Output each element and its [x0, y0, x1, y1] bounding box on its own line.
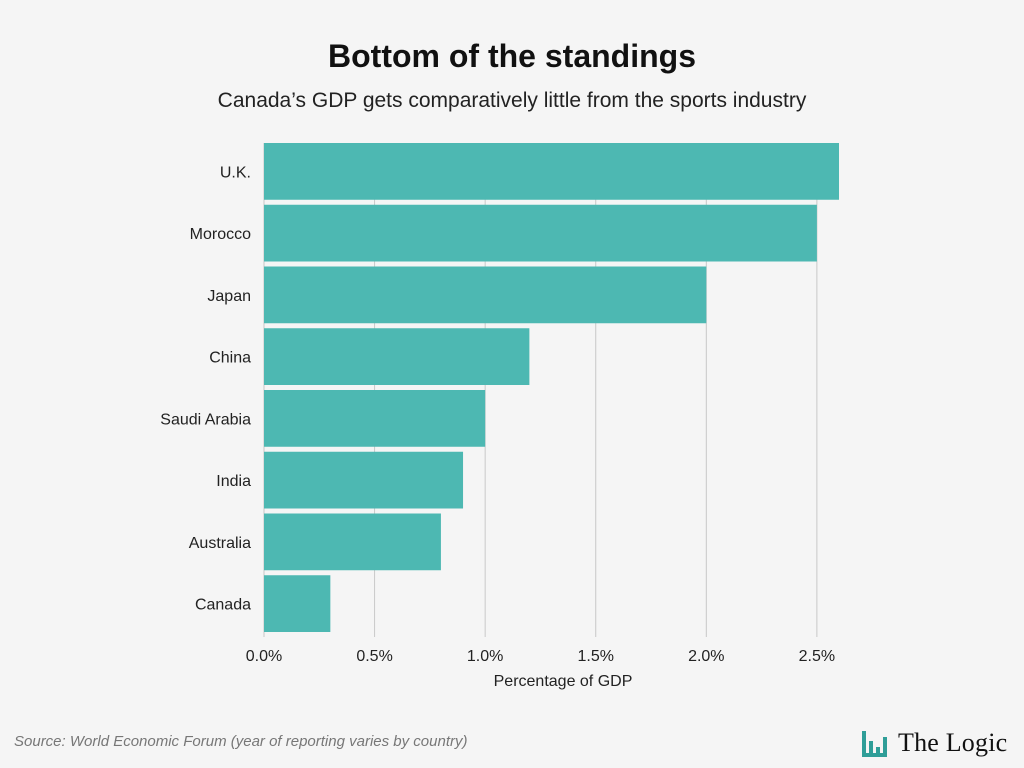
- source-note: Source: World Economic Forum (year of re…: [14, 733, 468, 750]
- tick-labels: 0.0% 0.5% 1.0% 1.5% 2.0% 2.5%: [246, 648, 835, 665]
- chart-title: Bottom of the standings: [328, 38, 696, 74]
- bars: [264, 143, 839, 632]
- category-labels: U.K. Morocco Japan China Saudi Arabia India Au…: [160, 164, 251, 613]
- x-tick-label: 0.0%: [246, 648, 282, 665]
- bar-china: [264, 328, 530, 385]
- category-label: Saudi Arabia: [160, 411, 251, 428]
- category-label: Canada: [195, 597, 251, 614]
- x-tick-label: 1.0%: [467, 648, 503, 665]
- x-tick-label: 0.5%: [356, 648, 392, 665]
- bar-u-k: [264, 143, 839, 200]
- category-label: Morocco: [190, 226, 251, 243]
- category-label: Japan: [207, 288, 251, 305]
- bar-japan: [264, 266, 707, 324]
- bar-morocco: [264, 204, 817, 262]
- category-label: U.K.: [220, 164, 251, 181]
- logo-wordmark: The Logic: [898, 728, 1008, 757]
- x-tick-label: 2.0%: [688, 648, 724, 665]
- x-axis-label: Percentage of GDP: [494, 673, 633, 690]
- bar-india: [264, 451, 464, 509]
- category-label: Australia: [189, 535, 251, 552]
- bar-chart-icon: [862, 731, 887, 757]
- chart-subtitle: Canada’s GDP gets comparatively little f…: [217, 89, 807, 112]
- bar-saudi-arabia: [264, 390, 486, 447]
- the-logic-logo: The Logic: [862, 727, 1007, 759]
- bar-australia: [264, 513, 441, 571]
- bar-canada: [264, 575, 331, 632]
- category-label: India: [216, 473, 251, 490]
- category-label: China: [209, 350, 251, 367]
- x-tick-label: 2.5%: [799, 648, 835, 665]
- x-tick-label: 1.5%: [577, 648, 613, 665]
